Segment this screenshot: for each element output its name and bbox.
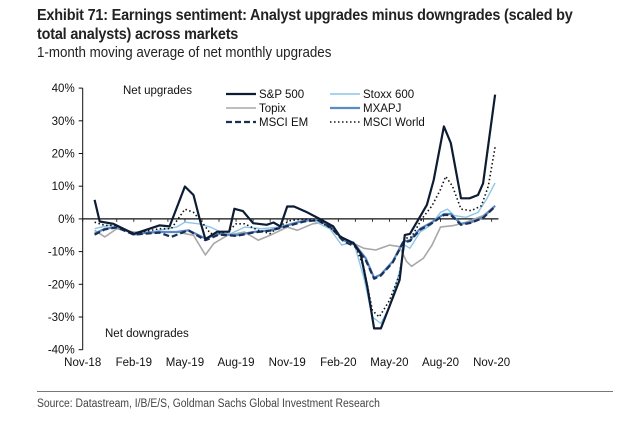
y-tick-label: -10% (48, 247, 75, 259)
series-line-topix (94, 205, 496, 268)
x-tick-label: Feb-20 (320, 357, 356, 369)
chart-subtitle: 1-month moving average of net monthly up… (37, 45, 332, 61)
legend-label: Topix (259, 103, 286, 115)
legend-label: Stoxx 600 (363, 89, 414, 101)
legend-label: MXAPJ (363, 103, 401, 115)
y-tick-label: 10% (52, 181, 75, 193)
legend: S&P 500 Stoxx 600 Topix MXAPJ MSCI EM MSCI Wo… (226, 89, 425, 129)
series-lines (93, 94, 497, 330)
series-line-stoxx-600 (94, 182, 496, 325)
annotation-net-upgrades: Net upgrades (123, 85, 192, 97)
x-tick-label: Nov-20 (473, 357, 510, 369)
y-axis: 40% 30% 20% 10% 0% -10% -20% -30% -40% (48, 83, 84, 357)
x-tick-label: Aug-19 (218, 357, 255, 369)
chart-title: Exhibit 71: Earnings sentiment: Analyst … (37, 7, 573, 43)
x-tick-label: Nov-18 (64, 357, 101, 369)
series-line-mxapj (94, 205, 496, 279)
x-tick-label: Aug-20 (422, 357, 459, 369)
y-tick-label: -30% (48, 312, 75, 324)
legend-label: MSCI EM (259, 117, 308, 129)
series-line-msci-world (94, 146, 496, 318)
y-tick-label: -40% (48, 345, 75, 357)
x-axis: Nov-18 Feb-19 May-19 Aug-19 Nov-19 Feb-20 May-… (64, 218, 510, 369)
y-tick-label: -20% (48, 279, 75, 291)
series-line-s-p-500 (93, 94, 497, 330)
x-tick-label: Feb-19 (116, 357, 152, 369)
legend-label: S&P 500 (259, 89, 304, 101)
x-tick-label: May-20 (370, 357, 408, 369)
y-tick-label: 30% (52, 116, 75, 128)
x-tick-label: May-19 (166, 357, 204, 369)
y-tick-label: 20% (52, 149, 75, 161)
annotation-net-downgrades: Net downgrades (105, 328, 189, 340)
series-line-msci-em (94, 205, 496, 280)
y-tick-label: 40% (52, 83, 75, 95)
x-tick-label: Nov-19 (269, 357, 306, 369)
legend-label: MSCI World (363, 117, 425, 129)
footer-divider (37, 391, 613, 392)
source-note: Source: Datastream, I/B/E/S, Goldman Sac… (37, 398, 380, 410)
y-tick-label: 0% (58, 214, 75, 226)
